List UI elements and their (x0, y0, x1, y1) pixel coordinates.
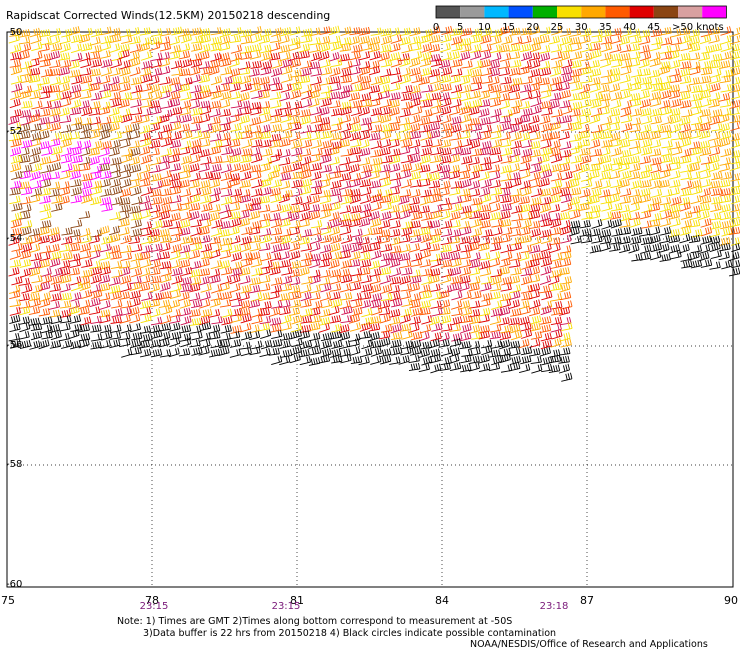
legend-label: 35 (599, 22, 612, 33)
legend-label: 20 (526, 22, 539, 33)
legend-label: 30 (575, 22, 588, 33)
legend-label: 10 (478, 22, 491, 33)
legend-swatch (605, 6, 630, 18)
legend-swatch (702, 6, 727, 18)
x-tick-label: 84 (435, 594, 449, 607)
wind-barbs (8, 25, 740, 382)
y-tick-label: -58 (6, 459, 23, 470)
note-line-2: 3)Data buffer is 22 hrs from 20150218 4)… (143, 628, 557, 639)
legend-swatch (484, 6, 509, 18)
legend-label: 15 (502, 22, 515, 33)
legend-swatch (629, 6, 654, 18)
legend-swatch (557, 6, 582, 18)
time-tick-label: 23:18 (539, 601, 569, 612)
legend-swatch (436, 6, 461, 18)
note-line-1: Note: 1) Times are GMT 2)Times along bot… (117, 616, 513, 627)
x-tick-label: 87 (580, 594, 594, 607)
x-tick-label: 75 (1, 594, 15, 607)
map-title: Rapidscat Corrected Winds(12.5KM) 201502… (6, 9, 331, 22)
time-tick-label: 23:15 (139, 601, 169, 612)
x-tick-label: 81 (290, 594, 304, 607)
legend-label: 0 (433, 22, 439, 33)
y-tick-label: -52 (6, 126, 23, 137)
y-tick-label: -54 (6, 233, 23, 244)
x-tick-label: 78 (145, 594, 159, 607)
legend-swatch (508, 6, 533, 18)
legend-label: 25 (551, 22, 564, 33)
legend-swatch (532, 6, 557, 18)
legend-label: 5 (457, 22, 463, 33)
y-tick-label: -56 (6, 340, 23, 351)
legend-label: 45 (647, 22, 660, 33)
time-tick-label: 23:15 (271, 601, 301, 612)
x-tick-label: 90 (724, 594, 738, 607)
legend-swatch (653, 6, 678, 18)
legend-swatch (460, 6, 485, 18)
note-line-3: NOAA/NESDIS/Office of Research and Appli… (470, 639, 708, 650)
legend-label: 40 (623, 22, 636, 33)
legend-swatch (581, 6, 606, 18)
legend-swatch (678, 6, 703, 18)
legend-label: >50 knots (672, 22, 724, 33)
color-legend: 0 5 10 15 20 25 30 35 40 45 >50 knots (433, 5, 727, 33)
y-tick-label: -50 (6, 27, 23, 38)
y-tick-label: -60 (6, 579, 23, 590)
